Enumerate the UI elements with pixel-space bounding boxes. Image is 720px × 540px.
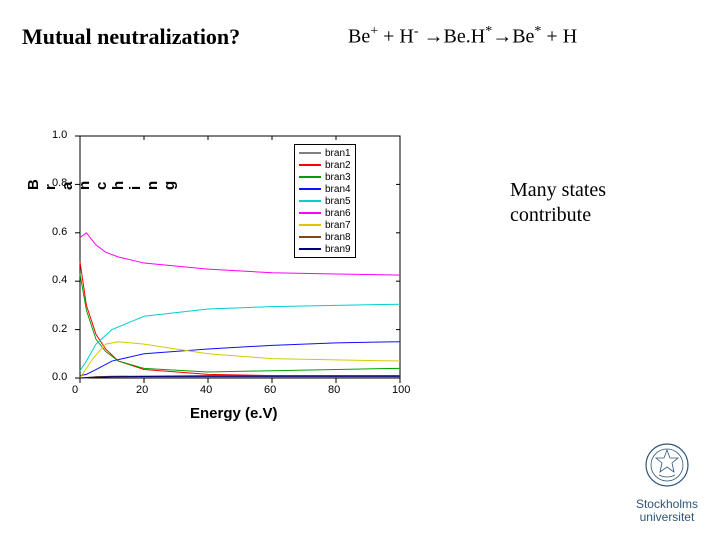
x-tick: 40: [200, 384, 212, 396]
legend-item: bran5: [299, 195, 351, 207]
legend-item: bran8: [299, 231, 351, 243]
legend-item: bran1: [299, 147, 351, 159]
y-tick: 0.2: [52, 323, 72, 335]
legend-item: bran4: [299, 183, 351, 195]
legend-label: bran4: [325, 184, 351, 195]
y-tick: 0.4: [52, 274, 72, 286]
legend-item: bran6: [299, 207, 351, 219]
legend-swatch: [299, 188, 321, 190]
y-tick: 1.0: [52, 129, 72, 141]
slide-title: Mutual neutralization?: [22, 24, 240, 50]
legend-swatch: [299, 200, 321, 202]
legend-label: bran8: [325, 232, 351, 243]
side-note: Many statescontribute: [510, 178, 606, 228]
legend-label: bran9: [325, 244, 351, 255]
x-tick: 100: [392, 384, 410, 396]
university-name: Stockholmsuniversitet: [636, 498, 698, 524]
legend-swatch: [299, 164, 321, 166]
legend-item: bran7: [299, 219, 351, 231]
branching-chart: Energy (e.V) Branching 020406080100 0.00…: [40, 130, 420, 420]
legend-label: bran3: [325, 172, 351, 183]
x-tick: 60: [264, 384, 276, 396]
y-tick: 0.8: [52, 177, 72, 189]
legend-item: bran2: [299, 159, 351, 171]
legend-swatch: [299, 212, 321, 214]
x-tick: 20: [136, 384, 148, 396]
legend-label: bran6: [325, 208, 351, 219]
legend-label: bran2: [325, 160, 351, 171]
stockholm-seal-icon: [643, 441, 691, 489]
legend-item: bran9: [299, 243, 351, 255]
x-tick: 80: [328, 384, 340, 396]
y-tick: 0.0: [52, 371, 72, 383]
reaction-equation: Be+ + H- →Be.H*→Be* + H: [348, 24, 577, 49]
legend-swatch: [299, 236, 321, 238]
legend-swatch: [299, 152, 321, 154]
legend-label: bran1: [325, 148, 351, 159]
y-tick: 0.6: [52, 226, 72, 238]
legend-swatch: [299, 176, 321, 178]
legend-label: bran5: [325, 196, 351, 207]
legend-item: bran3: [299, 171, 351, 183]
x-axis-label: Energy (e.V): [190, 405, 278, 422]
legend-swatch: [299, 248, 321, 250]
university-logo: Stockholmsuniversitet: [636, 441, 698, 524]
chart-svg: [40, 130, 420, 420]
legend-swatch: [299, 224, 321, 226]
y-axis-label: Branching: [25, 179, 178, 190]
legend-label: bran7: [325, 220, 351, 231]
chart-legend: bran1bran2bran3bran4bran5bran6bran7bran8…: [294, 144, 356, 258]
x-tick: 0: [72, 384, 78, 396]
